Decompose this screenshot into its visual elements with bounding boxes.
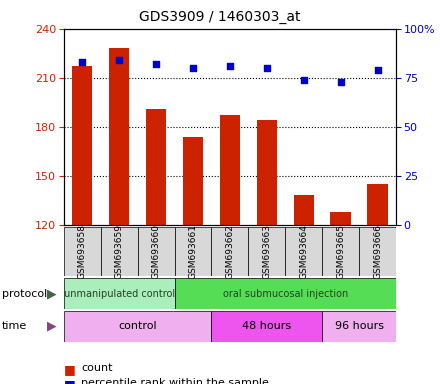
Text: ■: ■ <box>64 378 76 384</box>
Bar <box>109 48 129 225</box>
Bar <box>359 227 396 276</box>
Point <box>79 59 86 65</box>
Text: 48 hours: 48 hours <box>242 321 291 331</box>
Text: control: control <box>118 321 157 331</box>
Bar <box>64 227 101 276</box>
Text: ■: ■ <box>64 363 76 376</box>
Text: GSM693660: GSM693660 <box>151 224 161 279</box>
Bar <box>248 227 285 276</box>
Text: GDS3909 / 1460303_at: GDS3909 / 1460303_at <box>139 10 301 23</box>
Bar <box>257 120 277 225</box>
Bar <box>212 311 322 342</box>
Bar <box>175 227 212 276</box>
Text: oral submucosal injection: oral submucosal injection <box>223 289 348 299</box>
Point <box>153 61 160 67</box>
Text: GSM693658: GSM693658 <box>78 224 87 279</box>
Bar <box>64 278 175 309</box>
Point <box>337 79 344 85</box>
Bar <box>183 137 203 225</box>
Bar <box>212 227 248 276</box>
Point <box>374 67 381 73</box>
Bar <box>101 227 138 276</box>
Text: ▶: ▶ <box>47 287 57 300</box>
Text: GSM693666: GSM693666 <box>373 224 382 279</box>
Point <box>116 57 123 63</box>
Bar <box>220 115 240 225</box>
Text: GSM693665: GSM693665 <box>336 224 345 279</box>
Bar <box>367 184 388 225</box>
Bar <box>285 227 322 276</box>
Text: time: time <box>2 321 27 331</box>
Bar <box>72 66 92 225</box>
Text: GSM693661: GSM693661 <box>188 224 198 279</box>
Bar <box>138 227 175 276</box>
Bar <box>293 195 314 225</box>
Text: GSM693662: GSM693662 <box>225 224 235 279</box>
Text: unmanipulated control: unmanipulated control <box>64 289 175 299</box>
Point <box>263 65 270 71</box>
Point <box>300 77 307 83</box>
Point <box>227 63 234 69</box>
Point <box>190 65 197 71</box>
Text: GSM693664: GSM693664 <box>299 224 308 279</box>
Text: GSM693663: GSM693663 <box>262 224 271 279</box>
Bar <box>322 311 396 342</box>
Text: count: count <box>81 363 113 373</box>
Bar <box>146 109 166 225</box>
Bar <box>322 227 359 276</box>
Bar <box>64 311 212 342</box>
Bar <box>175 278 396 309</box>
Text: protocol: protocol <box>2 289 48 299</box>
Text: GSM693659: GSM693659 <box>115 224 124 279</box>
Text: percentile rank within the sample: percentile rank within the sample <box>81 378 269 384</box>
Text: ▶: ▶ <box>47 320 57 333</box>
Bar <box>330 212 351 225</box>
Text: 96 hours: 96 hours <box>334 321 384 331</box>
